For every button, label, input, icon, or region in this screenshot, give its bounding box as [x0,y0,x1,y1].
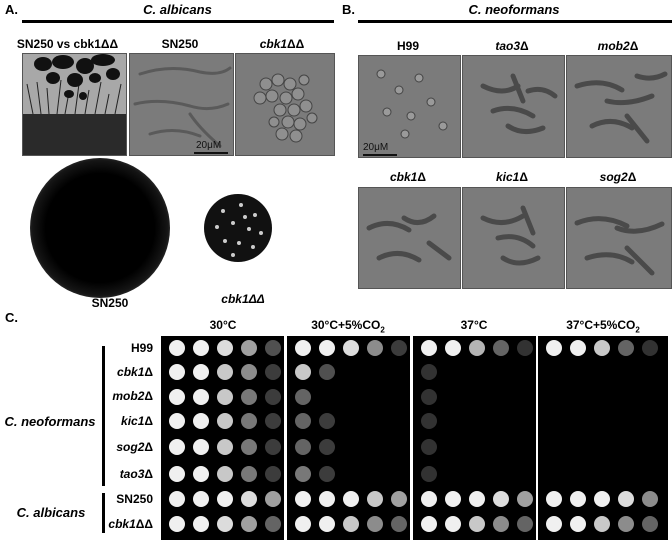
row-label-sog2-rest: Δ [144,440,153,454]
panel-b-cbk1-micrograph [358,187,461,289]
row-label-sog2: sog2Δ [93,440,153,454]
panel-b-tao3-micrograph [462,55,565,158]
row-label-cbk1: cbk1Δ [93,365,153,379]
condition-1-main: 30°C [209,318,237,332]
panel-a-img3-title: cbk1ΔΔ [233,37,331,51]
panel-a-colony-label-left: SN250 [91,296,129,310]
condition-4-sub: 2 [635,325,640,335]
panel-b-img5-title-italic: kic1 [496,170,520,184]
row-label-h99-rest: H99 [130,341,153,355]
panel-a-cbk1-micrograph [235,53,335,156]
panel-b-kic1-micrograph [462,187,565,289]
condition-4-main: 37°C+5%CO [566,318,636,332]
plate-37c-co2 [538,336,668,540]
yeast-clump-figure [253,73,318,143]
panel-b-label: B. [342,2,355,17]
row-label-tao3-rest: Δ [144,467,153,481]
panel-b-img6-title-rest: Δ [627,170,637,184]
group-label-albicans: C. albicans [16,505,86,520]
row-label-sn250-rest: SN250 [116,492,153,506]
colony-edge-figure [23,54,126,155]
panel-b-img5-title-rest: Δ [519,170,528,184]
condition-3-label: 37°C [413,318,535,334]
row-label-kic1: kic1Δ [93,414,153,428]
row-label-sn250: SN250 [93,492,153,506]
panel-b-img4-title-italic: cbk1 [390,170,418,184]
panel-a-img3-title-italic: cbk1 [259,37,288,51]
h99-cells-figure [376,69,448,139]
row-label-tao3-italic: tao3 [119,467,145,481]
panel-a-colony-label-right: cbk1ΔΔ [221,292,265,306]
panel-b-species: C. neoformans [468,2,560,17]
row-label-cbk1dd-rest: ΔΔ [135,517,153,531]
panel-a-label: A. [5,2,18,17]
panel-b-img2-title-italic: tao3 [495,39,521,53]
row-label-h99: H99 [93,341,153,355]
panel-b-img3-title-italic: mob2 [597,39,630,53]
row-label-cbk1-italic: cbk1 [117,365,145,379]
row-label-kic1-italic: kic1 [121,414,145,428]
condition-2-label: 30°C+5%CO2 [287,318,409,334]
panel-b-img4-title-rest: Δ [417,170,426,184]
condition-2-main: 30°C+5%CO [311,318,381,332]
condition-3-main: 37°C [460,318,488,332]
panel-a-scale-bar [194,152,228,154]
panel-b-img3-title-rest: Δ [629,39,639,53]
panel-a-species: C. albicans [143,2,212,17]
row-label-cbk1dd-italic: cbk1 [108,517,136,531]
row-label-cbk1dd: cbk1ΔΔ [93,517,153,531]
hyphae-figure [133,66,232,148]
row-label-cbk1-rest: Δ [144,365,153,379]
group-bracket-albicans [102,493,105,533]
group-label-neoformans: C. neoformans [4,414,96,429]
panel-a-colony-edge-image [22,53,127,156]
group-bracket-neoformans [102,346,105,486]
panel-b-h99-micrograph: 20μM [358,55,461,158]
panel-b-img3-title: mob2Δ [566,39,670,53]
condition-1-label: 30°C [162,318,284,334]
panel-b-sog2-micrograph [566,187,672,289]
row-label-mob2: mob2Δ [93,389,153,403]
sog2-cells-figure [574,216,665,276]
panel-a-sn250-micrograph: 20μM [129,53,234,156]
spotty-colony-figure [204,194,272,262]
panel-b-bar [358,20,672,23]
panel-b-img1-title-rest: H99 [396,39,419,53]
panel-b-img2-title: tao3Δ [462,39,562,53]
row-label-mob2-rest: Δ [144,389,153,403]
panel-a-bar [22,20,334,23]
condition-4-label: 37°C+5%CO2 [538,318,668,334]
panel-b-img6-title-italic: sog2 [599,170,628,184]
panel-b-img5-title: kic1Δ [462,170,562,184]
panel-b-img1-title: H99 [358,39,458,53]
plate-37c [413,336,536,540]
panel-c-label: C. [5,310,18,325]
panel-b-scale-label: 20μM [363,142,389,153]
kic1-cells-figure [480,205,541,266]
panel-a-cbk1-colony [203,193,273,263]
mob2-cells-figure [574,71,668,144]
panel-b-scale-bar [363,154,397,156]
panel-a-img3-title-rest: ΔΔ [287,37,305,51]
panel-b-img4-title: cbk1Δ [358,170,458,184]
panel-b-img2-title-rest: Δ [520,39,529,53]
row-label-sog2-italic: sog2 [116,440,145,454]
plate-30c [161,336,284,540]
plate-30c-co2 [287,336,410,540]
tao3-cells-figure [480,73,558,134]
panel-a-scale-label: 20μM [196,140,222,151]
panel-b-mob2-micrograph [566,55,672,158]
row-label-tao3: tao3Δ [93,467,153,481]
panel-a-img2-title: SN250 [161,37,199,51]
row-label-kic1-rest: Δ [144,414,153,428]
cbk1-cells-figure [366,213,452,263]
panel-a-sn250-colony [30,158,170,298]
panel-b-img6-title: sog2Δ [566,170,670,184]
condition-2-sub: 2 [380,325,385,335]
row-label-mob2-italic: mob2 [112,389,145,403]
panel-a-img1-title: SN250 vs cbk1ΔΔ [16,37,119,51]
